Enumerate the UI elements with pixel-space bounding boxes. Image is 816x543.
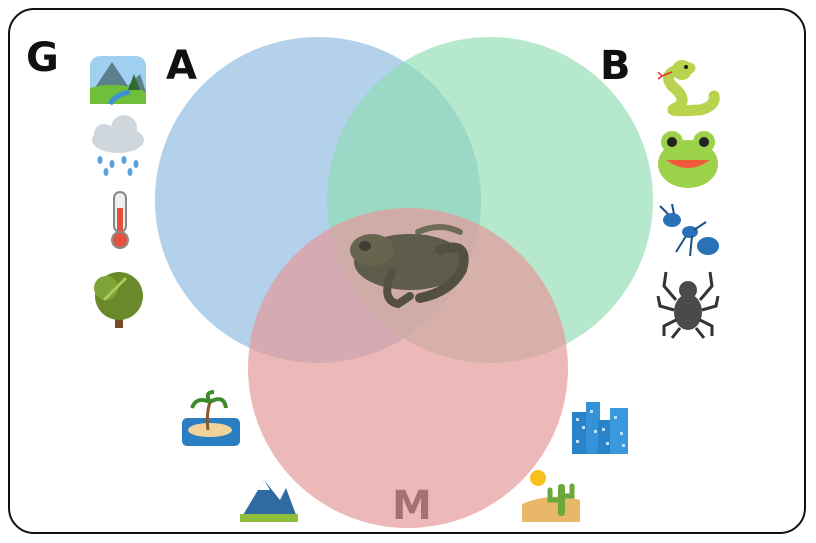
island-icon xyxy=(182,390,240,446)
spider-icon xyxy=(656,271,720,339)
snake-icon xyxy=(657,60,720,117)
set-a-label: A xyxy=(166,43,197,89)
outer-set-label: G xyxy=(26,35,59,81)
mountain-icon xyxy=(240,480,298,522)
set-m-circle xyxy=(248,208,568,528)
set-b-label: B xyxy=(600,43,631,89)
thermometer-icon xyxy=(111,191,129,249)
desert-icon xyxy=(522,470,580,522)
city-icon xyxy=(572,402,628,454)
tree-icon xyxy=(94,272,143,328)
ant-icon xyxy=(659,203,719,257)
rain-cloud-icon xyxy=(92,115,144,176)
frog-icon xyxy=(350,224,469,309)
frog-face-icon xyxy=(658,131,718,188)
landscape-icon xyxy=(90,56,146,106)
